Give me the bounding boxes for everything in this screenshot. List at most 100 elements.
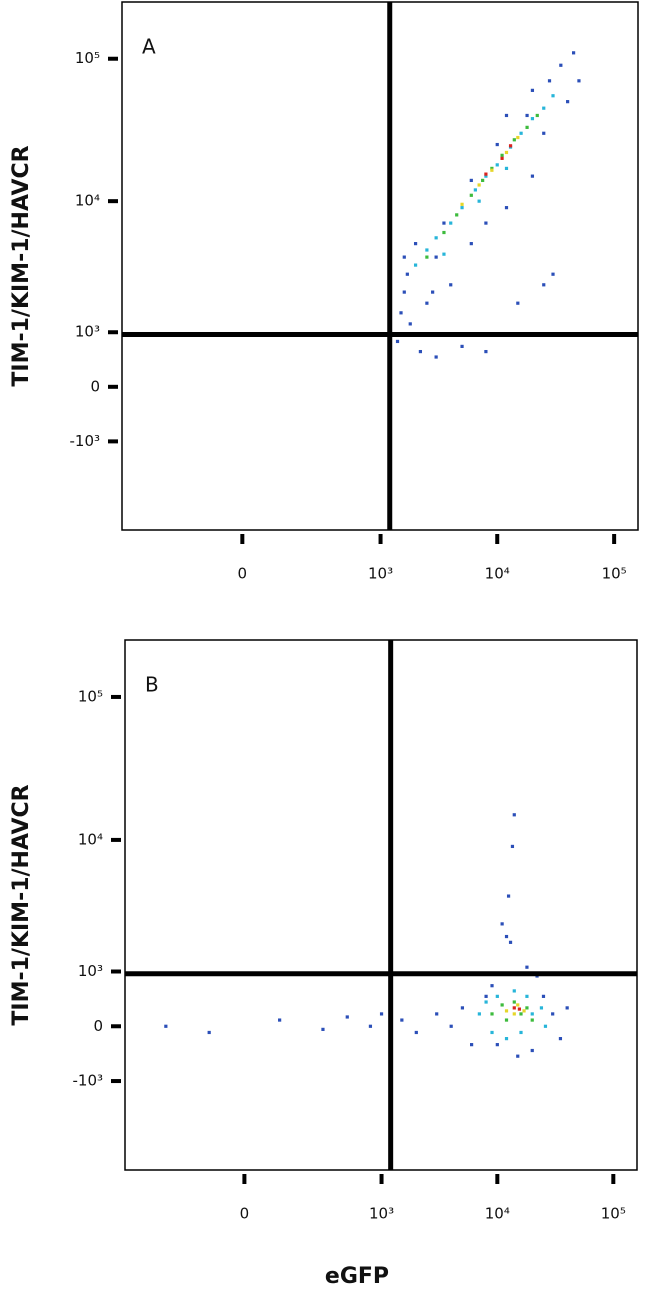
x-tick-label: 10⁵ [601,1205,626,1223]
data-point [425,301,429,305]
y-tick-label: 10⁵ [75,49,100,67]
data-point [434,236,438,240]
data-point [516,135,520,140]
data-point [418,349,423,354]
data-point [495,163,499,167]
data-point [525,113,529,118]
data-point [543,1024,548,1028]
data-point [551,1012,555,1016]
data-point [405,272,409,276]
data-point [490,1012,494,1016]
data-point [477,183,481,187]
data-point [530,174,535,178]
panel-label: B [145,673,159,697]
data-point [484,1000,488,1004]
data-point [425,255,429,259]
data-point [484,172,488,176]
data-point [414,1030,418,1035]
data-point [565,1006,569,1010]
data-point [551,272,555,276]
data-point [504,113,509,118]
y-axis-title: TIM-1/KIM-1/HAVCR [9,784,34,1025]
data-point [477,1012,481,1016]
data-point [434,355,438,359]
data-point [539,1006,544,1010]
x-tick-label: 10³ [368,565,393,583]
data-point [434,255,438,259]
x-axis-title: eGFP [325,1264,389,1289]
data-point [508,940,513,944]
y-tick-label: 10⁴ [78,830,103,848]
data-point [460,1006,465,1010]
data-point [477,199,481,203]
data-point [512,1012,516,1016]
x-tick-label: 10⁴ [485,1205,510,1223]
data-point [399,311,403,315]
data-point [519,131,523,135]
data-point [490,1030,494,1035]
y-tick-label: -10³ [69,432,100,450]
data-point [577,79,581,83]
data-point [535,113,539,118]
data-point [516,1003,520,1007]
data-point [530,1048,534,1053]
data-point [490,168,494,172]
data-point [495,142,499,147]
data-point [435,1012,439,1016]
data-point [525,1006,529,1010]
data-point [449,283,453,287]
y-axis-title: TIM-1/KIM-1/HAVCR [9,145,34,386]
y-tick-label: 0 [90,377,100,395]
data-point [519,1030,523,1035]
plot-frame [124,639,638,1171]
data-point [278,1018,282,1022]
data-point [442,252,446,256]
data-point [504,934,509,939]
data-point [530,117,535,121]
data-point [519,1012,523,1016]
data-point [402,255,406,259]
data-point [504,1037,509,1041]
data-point [522,1009,526,1013]
x-tick-label: 0 [240,1205,250,1223]
data-point [504,166,509,171]
data-point [449,1024,453,1028]
data-point [425,248,429,252]
data-point [516,301,520,305]
data-point [571,51,576,55]
data-point [542,106,546,110]
data-point [512,989,516,993]
data-point [413,263,418,267]
data-point [512,138,516,142]
data-point [558,1037,563,1041]
data-point [469,178,473,183]
data-point [500,153,504,157]
data-point [551,94,555,98]
plot-frame [121,1,639,531]
data-point [368,1024,373,1028]
data-point [460,344,464,348]
data-point [517,1007,522,1011]
data-point [504,150,509,155]
data-point [400,1018,404,1022]
data-point [379,1012,384,1016]
data-point [512,1006,516,1010]
data-point [207,1030,211,1035]
data-point [495,994,499,998]
data-point [164,1024,168,1028]
x-tick-label: 10⁴ [485,565,510,583]
data-point [473,188,477,192]
data-point [530,1018,534,1022]
data-point [402,290,406,294]
data-point [484,994,488,998]
data-point [460,206,464,210]
data-point [455,213,459,217]
data-point [530,1012,534,1016]
data-point [484,349,488,354]
data-point [512,1000,516,1004]
data-point [559,63,563,67]
data-point [547,79,552,83]
data-point [508,144,513,148]
data-point [500,1003,504,1007]
